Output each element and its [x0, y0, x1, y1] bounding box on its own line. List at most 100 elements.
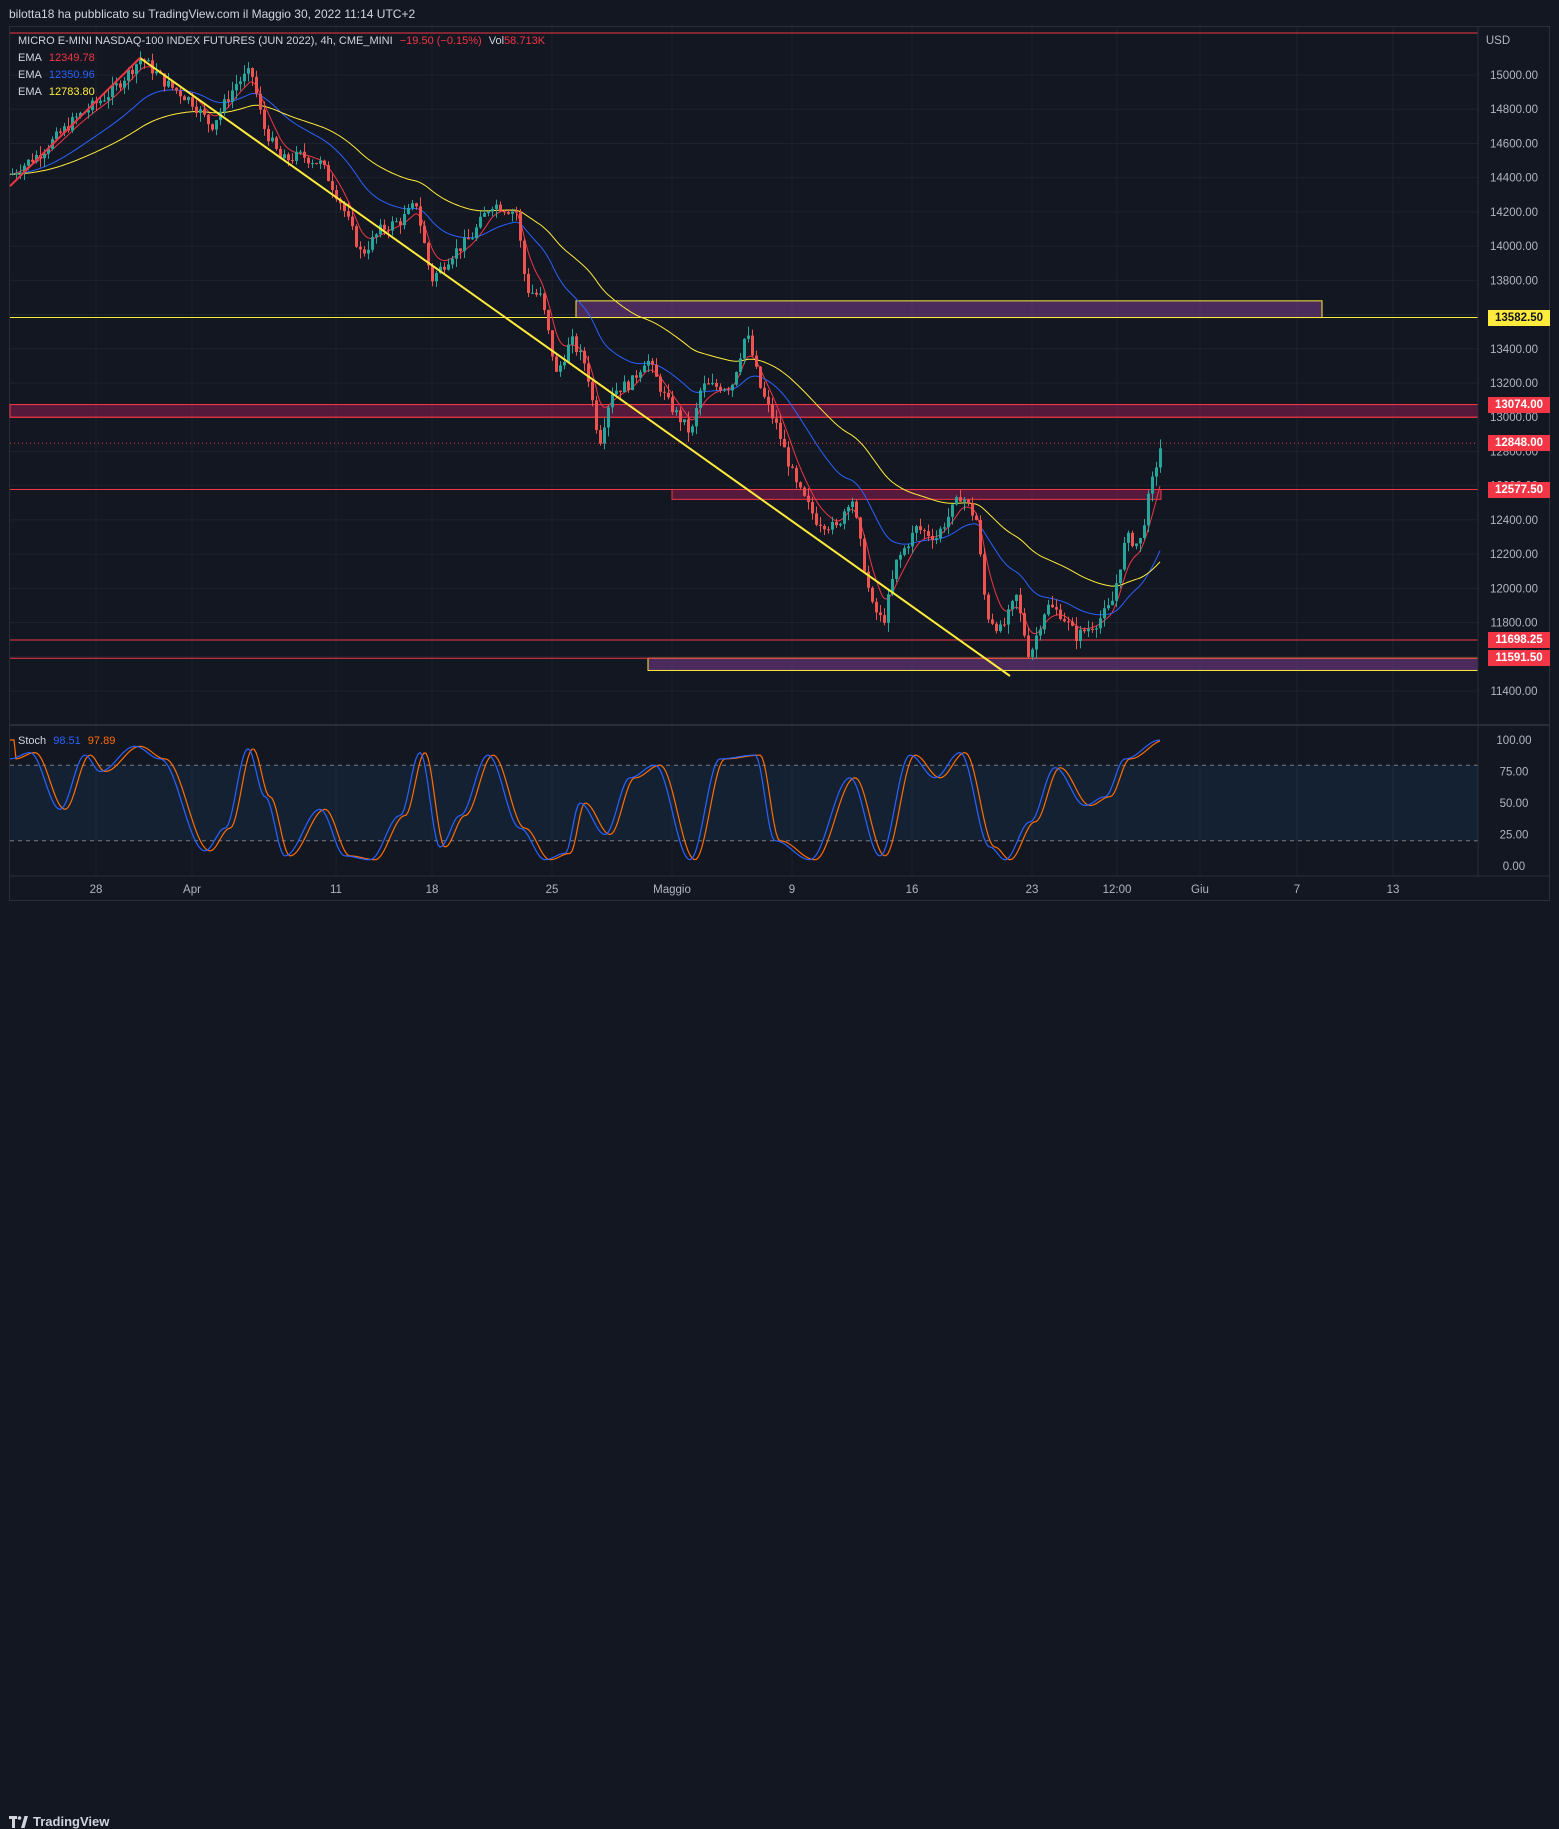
candle-body [539, 293, 542, 295]
candle [851, 497, 854, 514]
candle [323, 159, 326, 169]
candle [511, 208, 514, 222]
candle [107, 89, 110, 109]
zone-rect [9, 404, 1479, 418]
candle-body [635, 375, 638, 378]
candle-body [443, 266, 446, 270]
candle-body [223, 99, 226, 112]
candle [491, 206, 494, 217]
candle-body [119, 83, 122, 88]
candle [563, 354, 566, 370]
candle [683, 419, 686, 426]
candle-body [555, 356, 558, 372]
candle [103, 93, 106, 103]
candle-body [639, 372, 642, 378]
candle [195, 99, 198, 118]
candle-body [399, 221, 402, 226]
candle-body [79, 113, 82, 117]
price-tag: 12577.50 [1488, 481, 1550, 498]
candle-body [103, 100, 106, 102]
chart-frame[interactable] [9, 26, 1550, 901]
candle-body [991, 619, 994, 624]
candle-body [1023, 613, 1026, 636]
candle [15, 169, 18, 179]
candle-body [1115, 583, 1118, 601]
candle [123, 76, 126, 94]
candle [411, 200, 414, 211]
candle-body [999, 624, 1002, 632]
candle-body [1011, 601, 1014, 610]
candle [187, 96, 190, 105]
candle [971, 497, 974, 521]
candle-body [519, 212, 522, 241]
candle-body [1131, 532, 1134, 547]
candle-body [747, 335, 750, 339]
candle [1107, 597, 1110, 611]
candle-body [231, 90, 234, 102]
candle-body [307, 157, 310, 164]
candle [1043, 613, 1046, 634]
candle [1091, 621, 1094, 633]
candle [955, 495, 958, 506]
candle [679, 407, 682, 431]
candle-body [659, 376, 662, 392]
ema-label: EMA [18, 69, 42, 81]
candle [811, 497, 814, 520]
candle-body [979, 520, 982, 555]
candle-body [955, 497, 958, 505]
candle [803, 486, 806, 497]
candle [895, 559, 898, 583]
candle [235, 74, 238, 99]
stoch-band [10, 765, 1478, 841]
candle [539, 286, 542, 297]
candle [667, 384, 670, 400]
candle [623, 375, 626, 393]
candle [295, 146, 298, 165]
ema-legend-2: EMA 12350.96 [18, 69, 99, 81]
price-tick-label: 15000.00 [1490, 70, 1538, 82]
candle-body [387, 229, 390, 231]
candle [1111, 591, 1114, 606]
price-tick-label: 13400.00 [1490, 344, 1538, 356]
price-tick-label: 13800.00 [1490, 275, 1538, 287]
candle-body [371, 237, 374, 250]
candle [819, 517, 822, 533]
candle-body [895, 559, 898, 579]
candle-body [247, 68, 250, 74]
candle-body [347, 211, 350, 217]
candle [843, 508, 846, 530]
candle-body [1003, 624, 1006, 626]
volume-label: Vol [488, 35, 505, 47]
candle [783, 429, 786, 448]
candle [1079, 626, 1082, 649]
candle-body [995, 623, 998, 632]
candle-body [483, 213, 486, 217]
candle [111, 76, 114, 106]
chart-canvas[interactable]: 28 Apr 11 18 25 Maggio 9 16 23 12:00 Giu 7 13 15000.0… [0, 0, 1559, 903]
candle [507, 208, 510, 215]
candle-body [215, 120, 218, 130]
candle [371, 230, 374, 253]
candle-body [919, 526, 922, 531]
candle-body [435, 273, 438, 282]
candle-body [1123, 542, 1126, 570]
candle-body [15, 173, 18, 175]
stochastic-pane [9, 739, 1478, 861]
candle [767, 390, 770, 413]
horizontal-lines [10, 32, 1478, 659]
candle-body [787, 447, 790, 467]
candle-body [1127, 532, 1130, 543]
candle-body [507, 212, 510, 214]
candle [207, 114, 210, 133]
candle [175, 87, 178, 94]
candle-body [735, 372, 738, 385]
candle-body [511, 211, 514, 214]
ema-legend-1: EMA 12349.78 [18, 52, 99, 64]
candle-body [743, 338, 746, 359]
candle [991, 613, 994, 626]
tradingview-logo[interactable]: TradingView [9, 1814, 109, 1829]
candle-body [835, 521, 838, 526]
candle [431, 263, 434, 287]
zone-rect [647, 657, 1479, 671]
header: bilotta18 ha pubblicato su TradingView.c… [0, 0, 1559, 26]
